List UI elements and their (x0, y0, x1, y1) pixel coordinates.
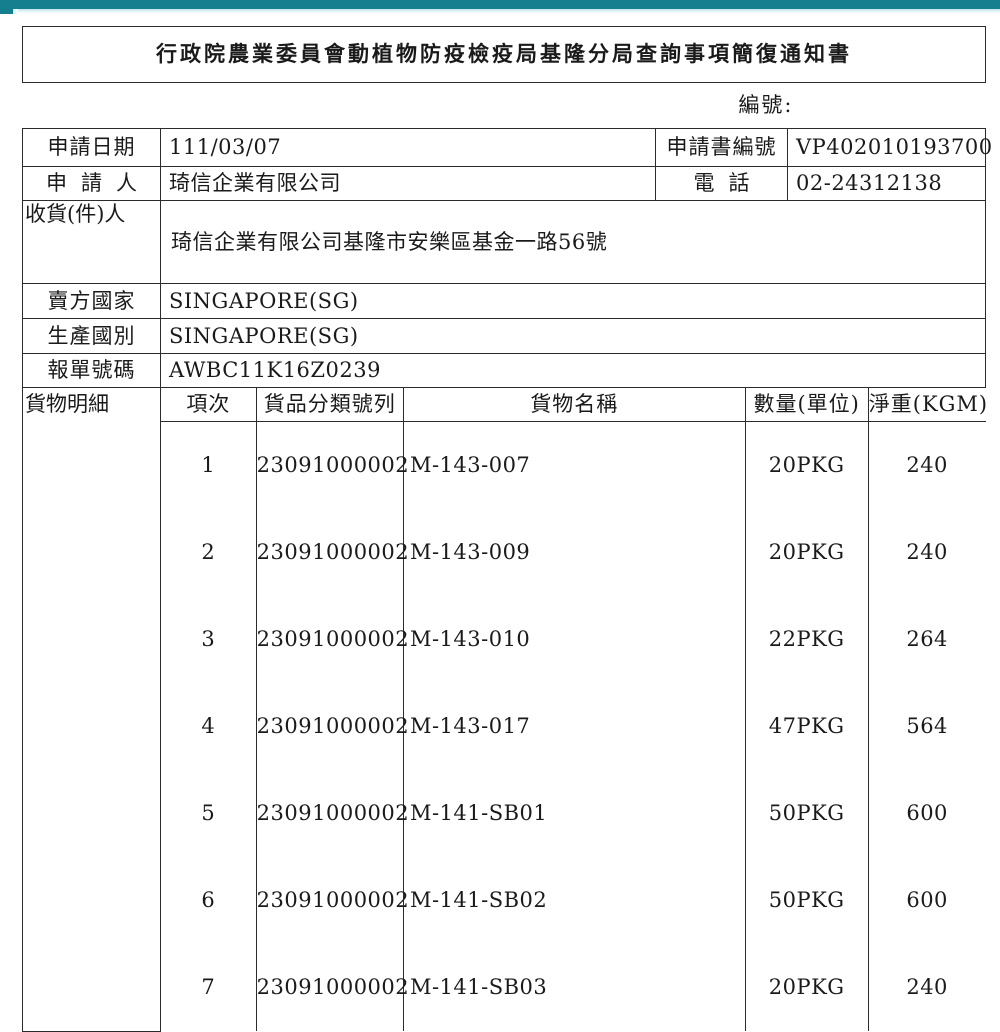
declaration-no-row: 報單號碼 AWBC11K16Z0239 (22, 353, 986, 388)
serial-row: 編號: (22, 82, 986, 129)
cell-name: M-143-009 (403, 509, 746, 596)
column-header-quantity: 數量(單位) (745, 388, 869, 422)
cell-net-weight: 240 (906, 975, 948, 1000)
goods-detail-row: 貨物明細 項次 貨品分類號列 (22, 387, 987, 1032)
declaration-no-value: AWBC11K16Z0239 (160, 353, 986, 388)
cell-net-weight: 600 (906, 801, 948, 826)
applicant-row: 申請人 琦信企業有限公司 電話 02-24312138 (22, 166, 986, 201)
cell-seq: 1 (161, 421, 257, 509)
table-row: 4 23091000002 M-143-017 47PKG 564 (161, 683, 986, 770)
table-row: 3 23091000002 M-143-010 22PKG 264 (161, 596, 986, 683)
cell-name: M-143-007 (403, 421, 746, 509)
cell-quantity: 20PKG (745, 509, 869, 596)
document-title: 行政院農業委員會動植物防疫檢疫局基隆分局查詢事項簡復通知書 (22, 26, 986, 83)
apply-no-value: VP402010193700 (787, 128, 992, 167)
cell-net-weight: 240 (906, 540, 948, 565)
apply-date-row: 申請日期 111/03/07 申請書編號 VP402010193700 (22, 128, 992, 167)
seller-country-row: 賣方國家 SINGAPORE(SG) (22, 283, 986, 319)
cell-hs-code: 23091000002 (256, 596, 409, 683)
apply-no-label: 申請書編號 (655, 128, 788, 167)
cell-hs-code: 23091000002 (256, 683, 409, 770)
table-row: 2 23091000002 M-143-009 20PKG 240 (161, 509, 986, 596)
apply-date-value: 111/03/07 (160, 128, 656, 167)
table-row: 5 23091000002 M-141-SB01 50PKG 600 (161, 770, 986, 857)
notice-form-table: 行政院農業委員會動植物防疫檢疫局基隆分局查詢事項簡復通知書 編號: 申請日期 1… (22, 26, 992, 1032)
cell-hs-code: 23091000002 (256, 770, 409, 857)
applicant-label: 申請人 (22, 166, 161, 201)
cell-name: M-141-SB03 (403, 944, 746, 1031)
column-header-seq: 項次 (161, 388, 257, 422)
cell-net-weight: 600 (906, 888, 948, 913)
cell-name: M-141-SB02 (403, 857, 746, 944)
consignee-row: 收貨(件)人 琦信企業有限公司基隆市安樂區基金一路56號 (22, 200, 986, 284)
consignee-label: 收貨(件)人 (22, 200, 161, 284)
declaration-no-label: 報單號碼 (22, 353, 161, 388)
serial-number-label: 編號: (22, 82, 986, 129)
cell-seq: 3 (161, 596, 257, 683)
scan-edge-top-band (0, 0, 1000, 9)
scan-edge-top-gradient (0, 9, 1000, 14)
cell-quantity: 22PKG (745, 596, 869, 683)
seller-country-label: 賣方國家 (22, 283, 161, 319)
cell-seq: 7 (161, 944, 257, 1031)
goods-header-row: 項次 貨品分類號列 貨物名稱 數量(單位) 淨重(KGM) (161, 388, 987, 422)
cell-net-weight: 264 (906, 627, 948, 652)
column-header-net-weight: 淨重(KGM) (868, 388, 987, 422)
origin-country-value: SINGAPORE(SG) (160, 318, 986, 354)
cell-net-weight: 240 (906, 453, 948, 478)
seller-country-value: SINGAPORE(SG) (160, 283, 986, 319)
cell-seq: 5 (161, 770, 257, 857)
origin-country-label: 生產國別 (22, 318, 161, 354)
phone-value: 02-24312138 (787, 166, 986, 201)
cell-hs-code: 23091000002 (256, 509, 409, 596)
column-header-name: 貨物名稱 (403, 388, 746, 422)
cell-hs-code: 23091000002 (256, 421, 409, 509)
title-row: 行政院農業委員會動植物防疫檢疫局基隆分局查詢事項簡復通知書 (22, 26, 986, 83)
cell-seq: 2 (161, 509, 257, 596)
column-header-hs-code: 貨品分類號列 (256, 388, 404, 422)
document-sheet: 行政院農業委員會動植物防疫檢疫局基隆分局查詢事項簡復通知書 編號: 申請日期 1… (0, 14, 1000, 1032)
cell-name: M-143-010 (403, 596, 746, 683)
apply-date-label: 申請日期 (22, 128, 161, 167)
cell-quantity: 20PKG (745, 421, 869, 509)
consignee-value: 琦信企業有限公司基隆市安樂區基金一路56號 (160, 200, 986, 284)
cell-hs-code: 23091000002 (256, 857, 409, 944)
applicant-value: 琦信企業有限公司 (160, 166, 656, 201)
cell-quantity: 50PKG (745, 770, 869, 857)
table-row: 7 23091000002 M-141-SB03 20PKG 240 (161, 944, 986, 1031)
cell-seq: 4 (161, 683, 257, 770)
goods-table-container: 項次 貨品分類號列 貨物名稱 數量(單位) 淨重(KGM) 1 23091000… (161, 388, 987, 1031)
cell-name: M-143-017 (403, 683, 746, 770)
cell-quantity: 47PKG (745, 683, 869, 770)
origin-country-row: 生產國別 SINGAPORE(SG) (22, 318, 986, 354)
phone-label: 電話 (655, 166, 788, 201)
cell-net-weight: 564 (906, 714, 948, 739)
cell-quantity: 50PKG (745, 857, 869, 944)
cell-name: M-141-SB01 (403, 770, 746, 857)
goods-detail-table: 項次 貨品分類號列 貨物名稱 數量(單位) 淨重(KGM) 1 23091000… (161, 388, 987, 1031)
cell-seq: 6 (161, 857, 257, 944)
goods-detail-label: 貨物明細 (22, 387, 161, 1032)
cell-hs-code: 23091000002 (256, 944, 409, 1031)
table-row: 1 23091000002 M-143-007 20PKG 240 (161, 421, 986, 509)
cell-quantity: 20PKG (745, 944, 869, 1031)
table-row: 6 23091000002 M-141-SB02 50PKG 600 (161, 857, 986, 944)
